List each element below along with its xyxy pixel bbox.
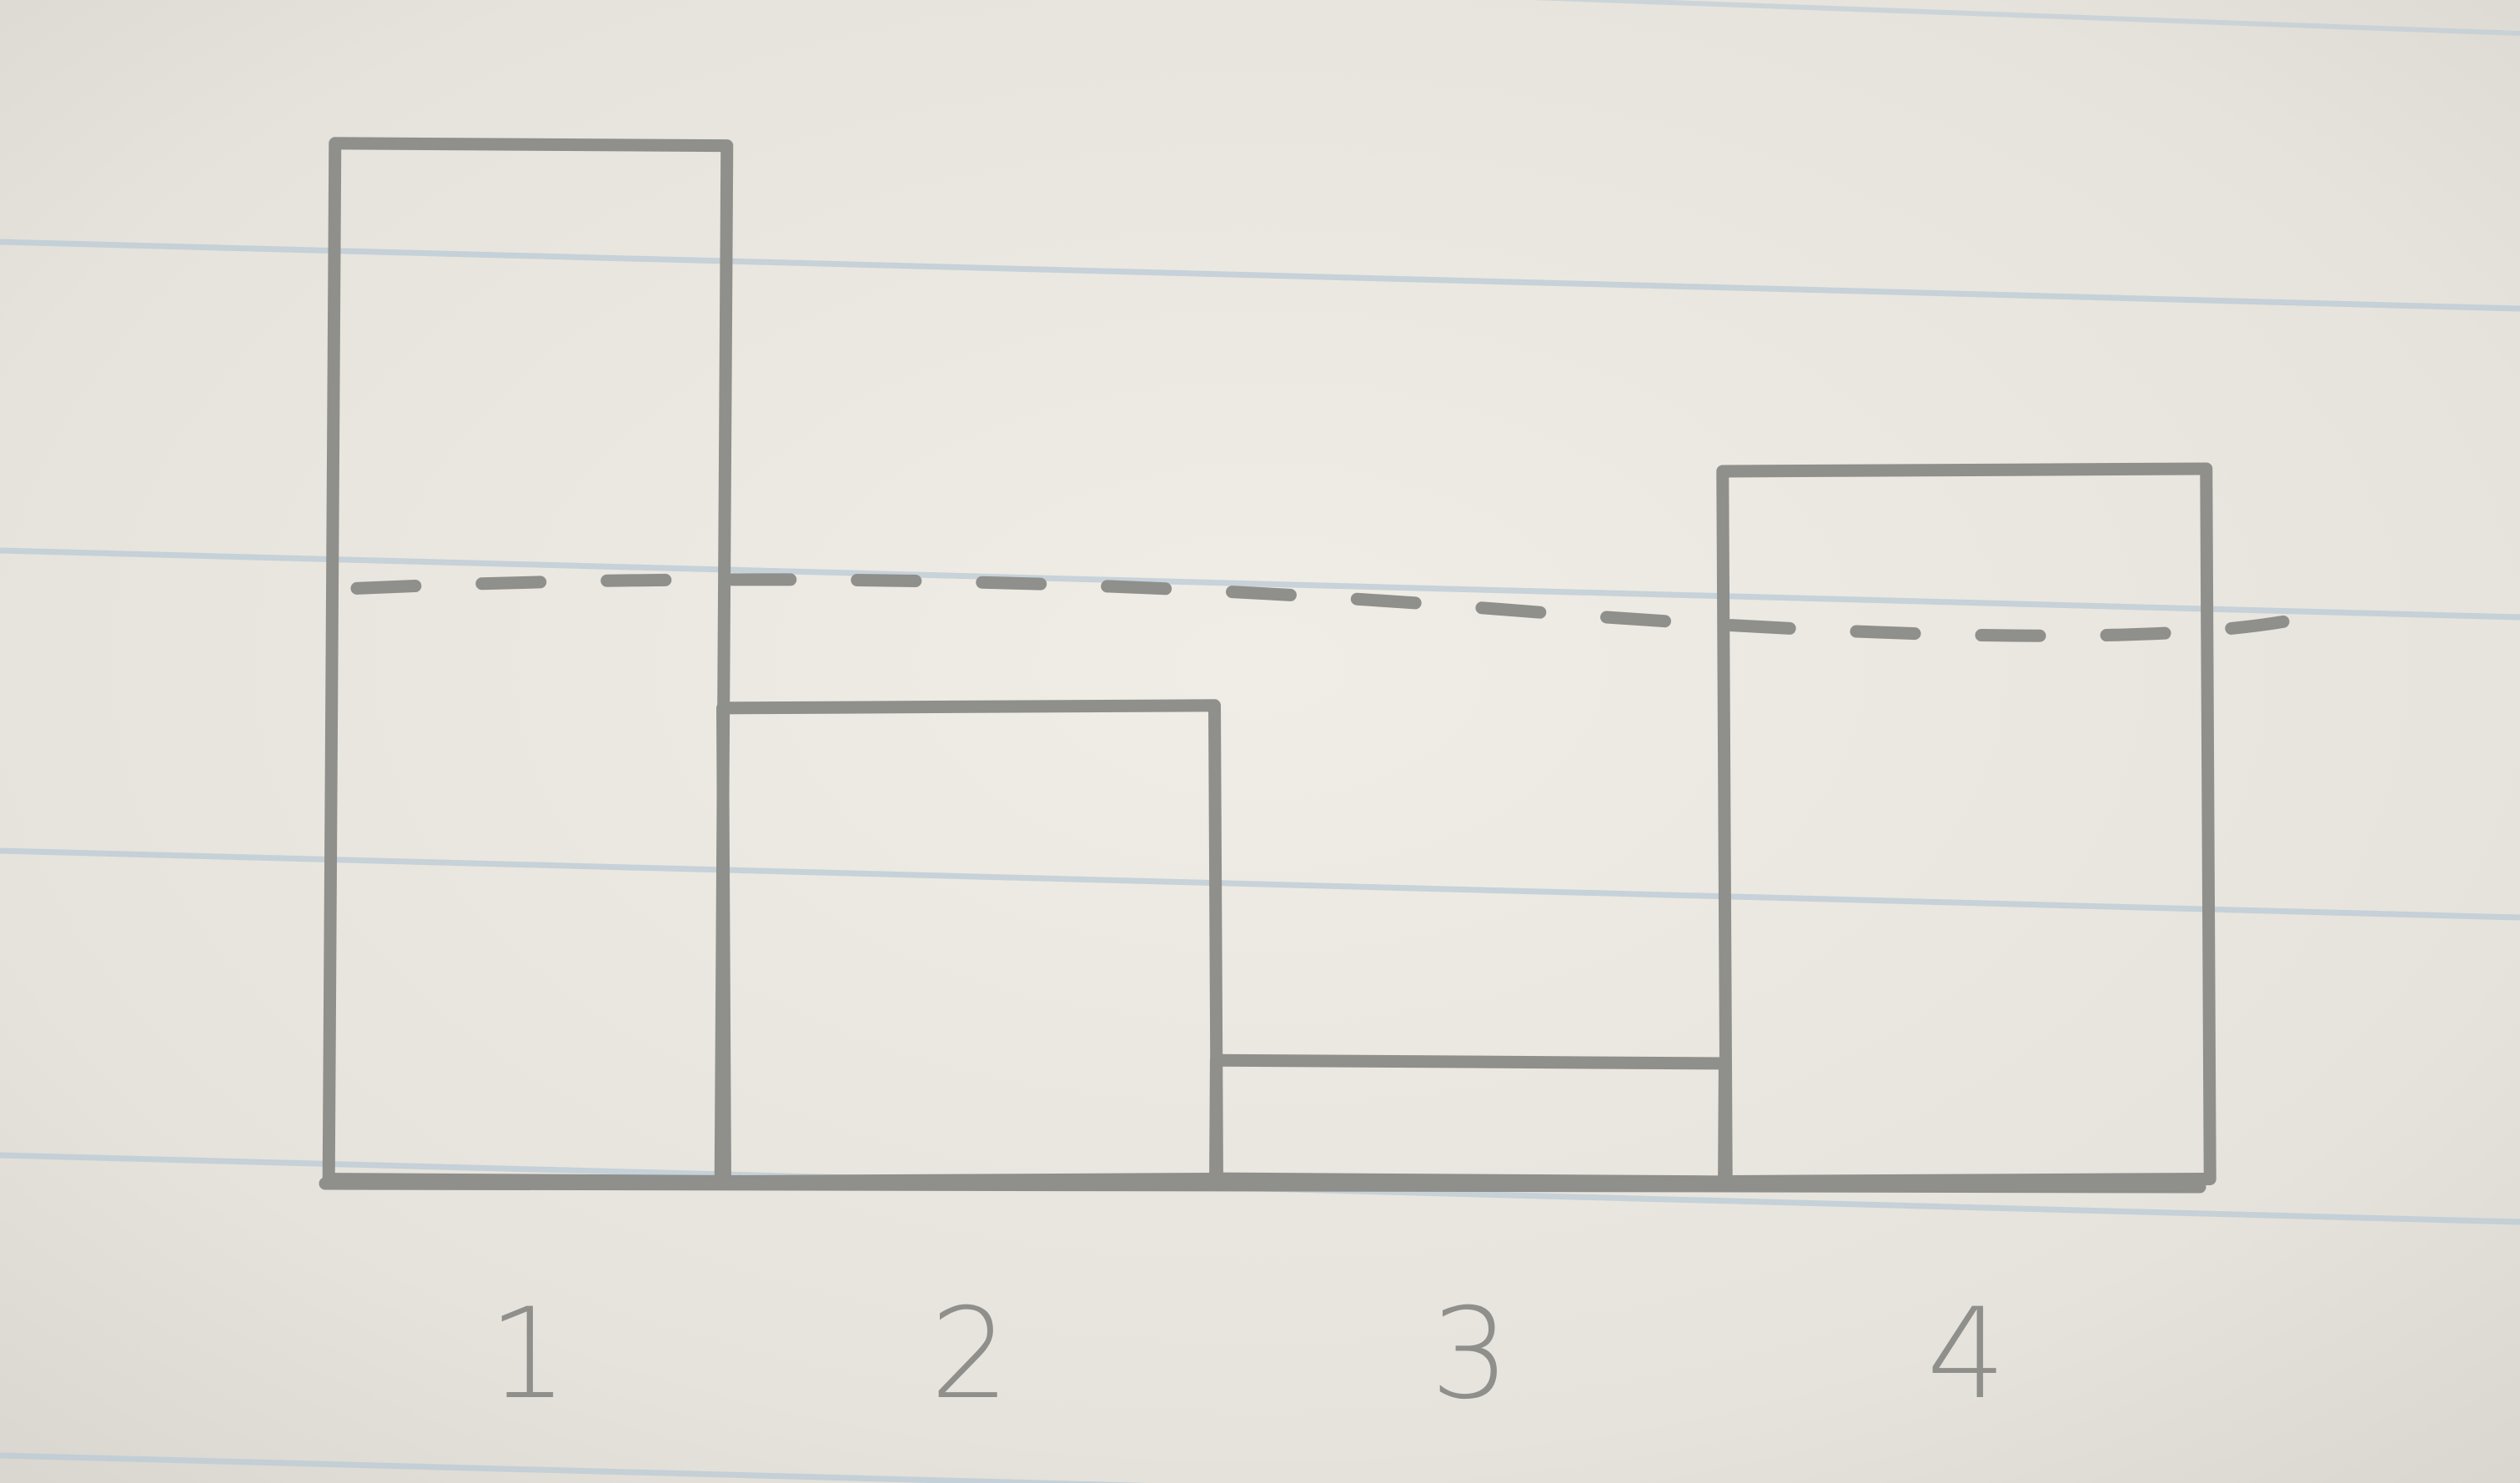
tick-label-1: 1	[488, 1282, 567, 1427]
ruled-line-5	[0, 1452, 1150, 1483]
bar-chart: 1 2 3 4	[319, 137, 2290, 1427]
baseline-group	[319, 1177, 2206, 1194]
ruled-line-2	[0, 547, 2520, 621]
tick-label-3: 3	[1430, 1282, 1509, 1427]
tick-labels: 1 2 3 4	[488, 1282, 2005, 1427]
ruled-line-1	[0, 239, 2520, 312]
ruled-line-top	[1532, 0, 2520, 36]
bar-4	[1716, 462, 2216, 1189]
tick-label-4: 4	[1926, 1282, 2005, 1427]
tick-label-2: 2	[930, 1282, 1009, 1427]
ruled-line-3	[0, 847, 2520, 921]
baseline	[319, 1177, 2206, 1194]
